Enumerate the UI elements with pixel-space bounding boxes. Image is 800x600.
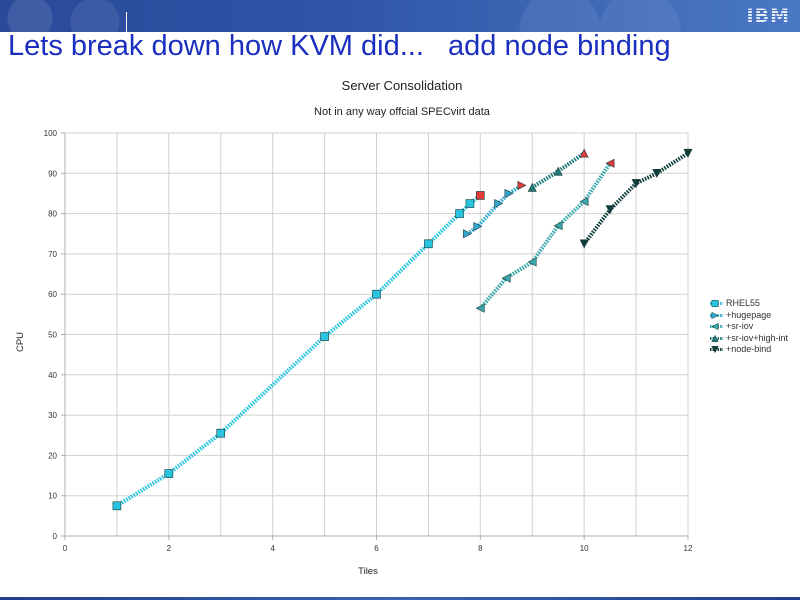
legend-label: +sr-iov+high-int (726, 332, 789, 343)
chart-grid (65, 132, 689, 537)
x-tick-label: 6 (374, 544, 379, 553)
legend-marker-icon (710, 334, 723, 342)
legend-item: RHEL55 (710, 298, 788, 310)
data-point-marker (494, 199, 504, 209)
header-divider (126, 12, 127, 42)
data-point-marker (476, 191, 485, 200)
data-point-marker (465, 199, 475, 208)
y-tick-label: 40 (48, 371, 57, 380)
y-tick-label: 70 (48, 250, 57, 259)
data-point-marker (605, 158, 615, 168)
data-point-marker (473, 222, 483, 231)
data-point-marker (631, 179, 641, 189)
chart-legend: RHEL55 +hugepage +sr-iov +sr-iov+high-int +n… (710, 298, 788, 356)
series-sr-iov-high-int (527, 148, 589, 192)
legend-item: +node-bind (710, 344, 788, 356)
data-point-marker (579, 148, 589, 158)
x-tick-label: 0 (63, 544, 68, 553)
legend-item: +hugepage (710, 310, 788, 322)
data-point-marker (504, 188, 514, 198)
legend-label: +node-bind (726, 344, 772, 354)
data-point-marker (553, 221, 563, 231)
data-point-marker (216, 428, 226, 438)
x-tick-label: 2 (167, 544, 172, 553)
y-tick-label: 10 (48, 492, 57, 501)
data-point-marker (164, 469, 174, 478)
y-axis-label: CPU (15, 332, 26, 352)
series-node-bind (579, 148, 693, 249)
legend-marker-icon (710, 323, 723, 331)
y-tick-label: 0 (53, 532, 58, 541)
series-hugepage (463, 180, 527, 239)
data-point-marker (652, 169, 662, 178)
legend-marker-icon (710, 311, 723, 319)
series-sr-iov (475, 158, 615, 313)
slide-title: Lets break down how KVM did... add node … (8, 30, 671, 62)
data-point-marker (112, 501, 122, 511)
data-point-marker (527, 257, 537, 267)
chart-series (112, 148, 693, 511)
y-tick-label: 30 (48, 411, 57, 420)
footer-band (0, 597, 800, 600)
legend-item: +sr-iov+high-int (710, 333, 788, 345)
data-point-marker (424, 239, 433, 249)
x-tick-label: 10 (580, 544, 589, 553)
legend-label: RHEL55 (726, 298, 761, 308)
header-band (0, 0, 800, 32)
series-rhel55 (112, 191, 485, 511)
chart-axes: 0 10 20 30 40 50 60 70 80 90 100 0 2 4 6 8 10 12 (44, 129, 693, 553)
data-point-marker (455, 209, 464, 218)
ibm-logo: IBM (746, 5, 790, 27)
y-tick-label: 60 (48, 290, 57, 299)
x-tick-label: 4 (270, 544, 275, 553)
legend-label: +sr-iov (726, 321, 754, 331)
chart-title: Server Consolidation (342, 78, 463, 93)
data-point-marker (320, 332, 329, 341)
data-point-marker (605, 205, 615, 215)
data-point-marker (579, 239, 589, 249)
data-point-marker (517, 180, 527, 190)
y-tick-label: 100 (44, 129, 58, 138)
y-tick-label: 50 (48, 331, 57, 340)
data-point-marker (501, 273, 511, 283)
x-tick-label: 12 (684, 544, 693, 553)
data-point-marker (527, 182, 537, 192)
legend-item: +sr-iov (710, 321, 788, 333)
data-point-marker (683, 148, 693, 158)
chart-subtitle: Not in any way offcial SPECvirt data (314, 106, 491, 118)
x-axis-label: Tiles (358, 566, 378, 577)
legend-marker-icon (710, 346, 723, 354)
legend-marker-icon (710, 300, 723, 308)
y-tick-label: 80 (48, 210, 57, 219)
data-point-marker (372, 289, 381, 299)
y-tick-label: 90 (48, 169, 57, 178)
data-point-marker (553, 166, 563, 176)
y-tick-label: 20 (48, 451, 57, 460)
x-tick-label: 8 (478, 544, 483, 553)
data-point-marker (579, 197, 589, 206)
data-point-marker (463, 229, 473, 239)
legend-label: +hugepage (726, 309, 772, 320)
data-point-marker (475, 303, 485, 313)
